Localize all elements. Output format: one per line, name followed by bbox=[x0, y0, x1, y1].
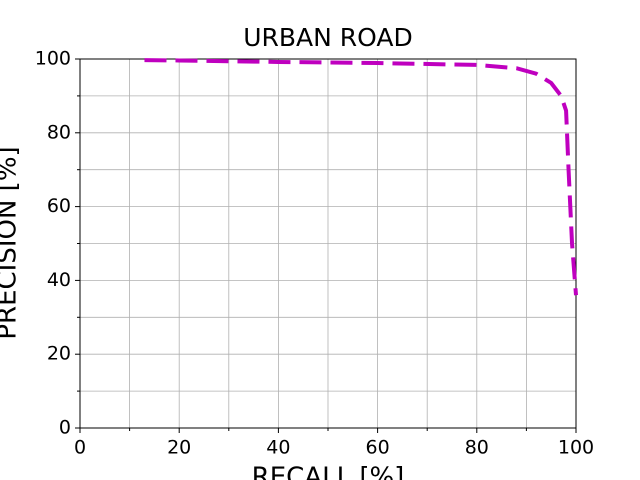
x-tick-label: 40 bbox=[266, 437, 290, 459]
x-tick-label: 60 bbox=[366, 437, 390, 459]
x-tick-label: 100 bbox=[558, 437, 594, 459]
y-tick-label: 40 bbox=[47, 269, 71, 291]
y-tick-label: 20 bbox=[47, 343, 71, 365]
x-tick-label: 20 bbox=[167, 437, 191, 459]
y-axis-label: PRECISION [%] bbox=[0, 146, 23, 339]
x-tick-label: 0 bbox=[74, 437, 86, 459]
x-axis-label: RECALL [%] bbox=[252, 463, 405, 480]
plot-frame bbox=[79, 58, 577, 429]
y-tick-label: 0 bbox=[59, 417, 71, 439]
series-line bbox=[144, 58, 578, 296]
y-tick-label: 100 bbox=[35, 48, 71, 70]
y-tick-label: 60 bbox=[47, 195, 71, 217]
chart-title: URBAN ROAD bbox=[243, 23, 413, 52]
y-tick-label: 80 bbox=[47, 121, 71, 143]
x-tick-label: 80 bbox=[465, 437, 489, 459]
